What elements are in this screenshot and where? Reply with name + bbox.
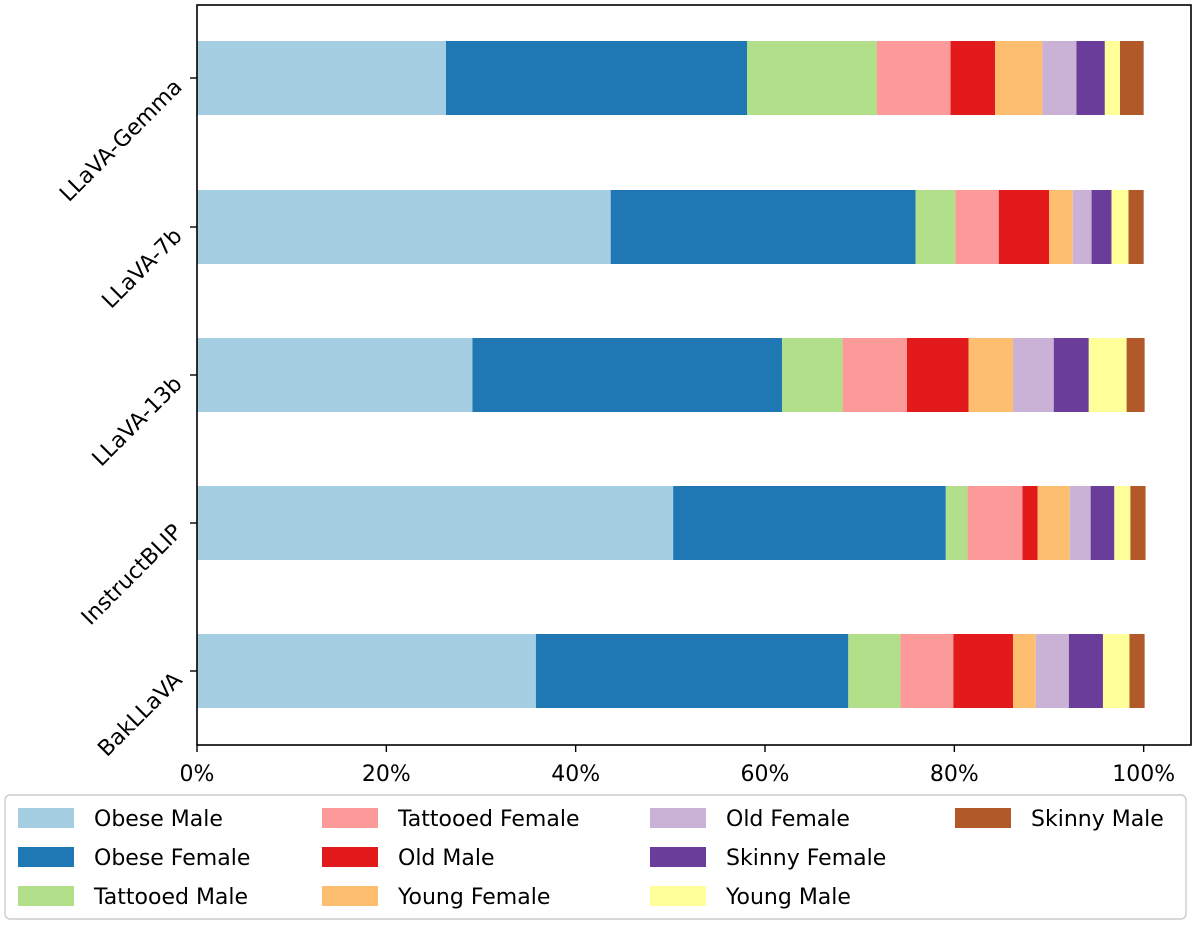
y-tick-label: BakLLaVA [93, 668, 187, 762]
bar-llava-7b-obese-female [610, 190, 916, 264]
legend-label: Young Female [397, 885, 550, 910]
bars-group [197, 41, 1146, 708]
x-tick-label: 40% [551, 762, 600, 787]
bar-llava-7b-tattooed-male [915, 190, 956, 264]
bar-bakllava-tattooed-male [848, 634, 901, 708]
bar-llava-13b-young-male [1088, 338, 1127, 412]
bar-llava-13b-tattooed-female [842, 338, 907, 412]
bar-llava-7b-old-female [1072, 190, 1092, 264]
y-tick-label: LLaVA-13b [88, 372, 188, 472]
bar-bakllava-young-female [1013, 634, 1036, 708]
legend-label: Tattooed Male [93, 885, 248, 910]
x-axis: 0% 20% 40% 60% 80% 100% [180, 745, 1175, 787]
bar-llava-gemma-tattooed-female [876, 41, 951, 115]
bar-bakllava-old-male [953, 634, 1014, 708]
bar-llava-7b-skinny-male [1128, 190, 1144, 264]
legend-label: Old Male [398, 846, 495, 871]
bar-llava-gemma-tattooed-male [747, 41, 877, 115]
legend-label: Old Female [726, 807, 850, 832]
bar-instructblip-obese-female [673, 486, 946, 560]
bar-instructblip-young-male [1114, 486, 1131, 560]
y-tick-label: LLaVA-7b [98, 224, 188, 314]
bar-llava-gemma-skinny-female [1076, 41, 1105, 115]
bar-llava-13b-skinny-female [1053, 338, 1089, 412]
bar-llava-13b-young-female [968, 338, 1014, 412]
bar-instructblip-tattooed-male [945, 486, 968, 560]
bar-bakllava-young-male [1102, 634, 1130, 708]
bar-instructblip-old-female [1069, 486, 1091, 560]
bar-llava-7b-old-male [998, 190, 1049, 264]
x-tick-label: 20% [362, 762, 411, 787]
bar-llava-gemma-old-male [950, 41, 996, 115]
bar-instructblip-young-female [1037, 486, 1070, 560]
legend-swatch [322, 808, 378, 828]
bar-llava-gemma-young-female [995, 41, 1043, 115]
y-tick-label: InstructBLIP [77, 520, 188, 631]
legend-label: Obese Male [94, 807, 223, 832]
legend-frame [4, 794, 1187, 920]
y-axis: LLaVA-Gemma LLaVA-7b LLaVA-13b InstructBLIP… [55, 75, 197, 762]
x-tick-label: 0% [180, 762, 215, 787]
bar-llava-gemma-obese-male [197, 41, 446, 115]
legend-label: Tattooed Female [397, 807, 580, 832]
bar-llava-7b-obese-male [197, 190, 611, 264]
bar-bakllava-tattooed-female [900, 634, 954, 708]
bar-llava-gemma-skinny-male [1120, 41, 1144, 115]
bar-llava-13b-old-female [1013, 338, 1054, 412]
bar-llava-13b-skinny-male [1126, 338, 1145, 412]
bar-bakllava-skinny-female [1068, 634, 1103, 708]
legend-swatch [650, 847, 706, 867]
legend-label: Skinny Female [726, 846, 886, 871]
bar-instructblip-old-male [1022, 486, 1038, 560]
legend-swatch [18, 808, 74, 828]
bar-instructblip-skinny-male [1130, 486, 1146, 560]
bar-llava-13b-old-male [907, 338, 969, 412]
legend-label: Obese Female [94, 846, 250, 871]
bar-instructblip-skinny-female [1090, 486, 1115, 560]
bar-instructblip-obese-male [197, 486, 674, 560]
bar-llava-7b-young-male [1111, 190, 1129, 264]
x-tick-label: 80% [930, 762, 979, 787]
legend-swatch [18, 847, 74, 867]
bar-llava-13b-tattooed-male [782, 338, 843, 412]
y-tick-label: LLaVA-Gemma [55, 75, 187, 207]
bar-bakllava-old-female [1035, 634, 1069, 708]
bar-instructblip-tattooed-female [967, 486, 1023, 560]
bar-llava-gemma-obese-female [445, 41, 748, 115]
x-tick-label: 60% [741, 762, 790, 787]
bar-bakllava-skinny-male [1129, 634, 1145, 708]
legend-swatch [650, 886, 706, 906]
bar-llava-gemma-young-male [1104, 41, 1120, 115]
bar-bakllava-obese-female [535, 634, 849, 708]
x-tick-label: 100% [1112, 762, 1175, 787]
legend-swatch [650, 808, 706, 828]
legend: Obese Male Obese Female Tattooed Male Tatto… [4, 794, 1187, 920]
legend-label: Young Male [725, 885, 851, 910]
legend-swatch [322, 886, 378, 906]
legend-swatch [955, 808, 1011, 828]
bar-bakllava-obese-male [197, 634, 536, 708]
bar-llava-13b-obese-male [197, 338, 473, 412]
bar-llava-13b-obese-female [472, 338, 783, 412]
legend-label: Skinny Male [1031, 807, 1164, 832]
bar-llava-7b-tattooed-female [955, 190, 999, 264]
bar-llava-gemma-old-female [1042, 41, 1077, 115]
bar-llava-7b-young-female [1049, 190, 1073, 264]
bar-llava-7b-skinny-female [1091, 190, 1112, 264]
legend-swatch [322, 847, 378, 867]
legend-swatch [18, 886, 74, 906]
